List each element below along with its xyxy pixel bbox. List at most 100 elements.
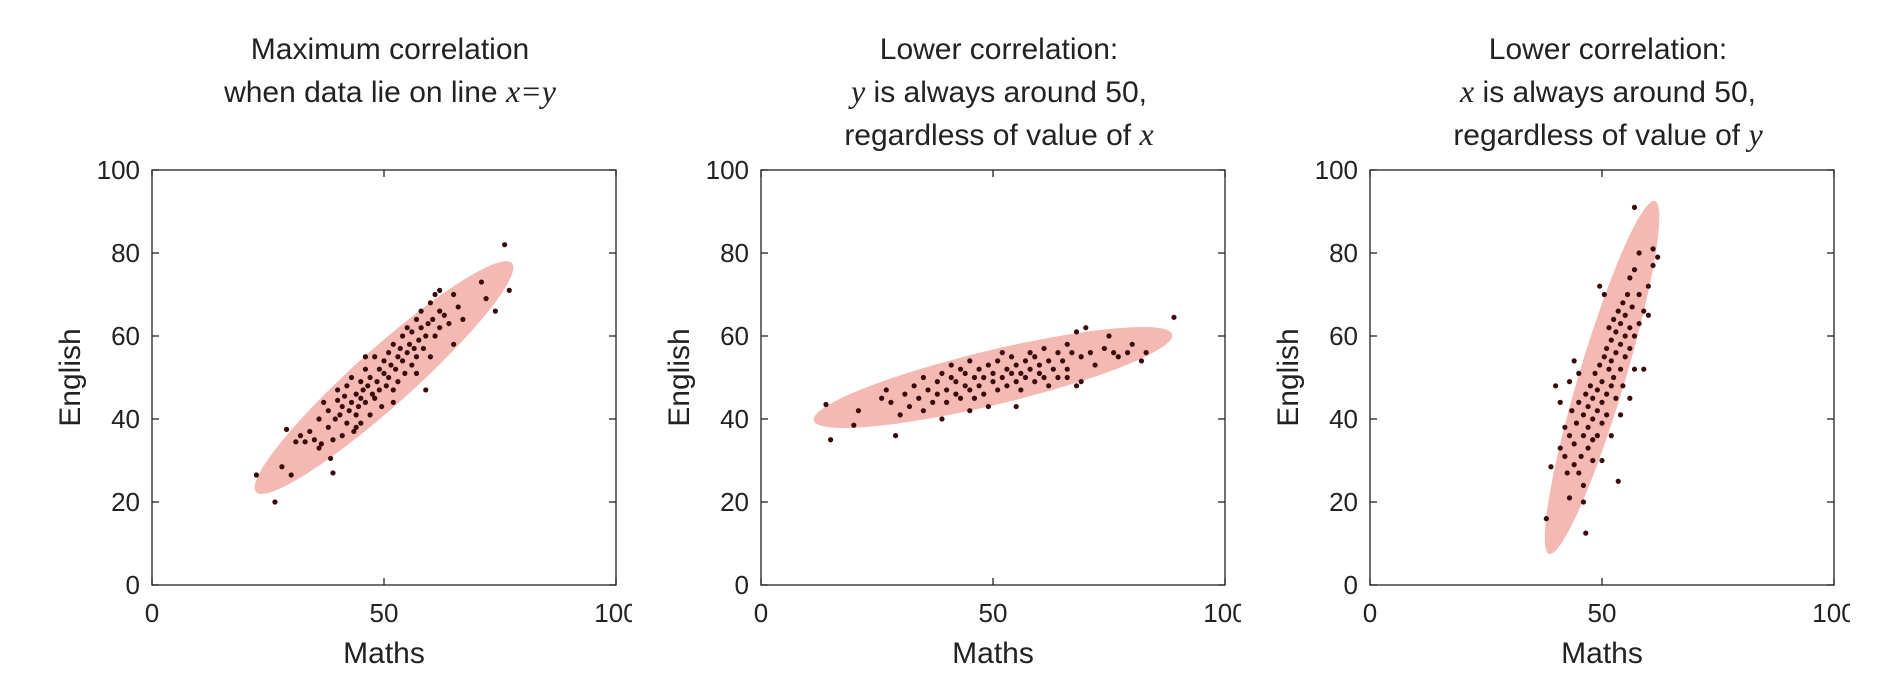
data-point xyxy=(376,366,382,372)
data-point xyxy=(1608,383,1614,389)
data-point xyxy=(1585,403,1591,410)
data-point xyxy=(976,383,982,389)
y-tick-label: 60 xyxy=(1329,321,1358,351)
data-point xyxy=(344,420,350,426)
data-point xyxy=(1064,341,1070,347)
data-point xyxy=(413,316,420,322)
data-point xyxy=(374,379,380,385)
data-point xyxy=(1129,341,1135,347)
data-point xyxy=(944,387,950,393)
data-point xyxy=(1585,445,1591,451)
data-point xyxy=(1597,283,1603,289)
title-math-symbol: y xyxy=(848,73,866,109)
data-point xyxy=(1580,412,1587,418)
chart-title-line: Lower correlation: xyxy=(880,33,1118,66)
chart-svg-2: Lower correlation: y is always around 50,… xyxy=(663,33,1241,670)
chart-title-line: when data lie on line x=y xyxy=(223,73,557,109)
chart-panel-1: Maximum correlation when data lie on line… xyxy=(0,0,632,698)
data-point xyxy=(939,370,945,376)
data-point xyxy=(1576,370,1582,376)
data-point xyxy=(981,374,987,381)
data-point xyxy=(1631,267,1638,273)
chart-svg-1: Maximum correlation when data lie on line… xyxy=(54,33,632,670)
x-axis-label: Maths xyxy=(952,637,1034,670)
data-point xyxy=(1622,333,1628,339)
data-point xyxy=(492,308,498,314)
data-point xyxy=(328,455,334,462)
data-point xyxy=(1631,333,1638,339)
data-point xyxy=(967,358,973,364)
chart-title-line: x is always around 50, xyxy=(1459,73,1756,109)
data-point xyxy=(358,420,364,426)
data-point xyxy=(1083,325,1089,331)
data-point xyxy=(1036,370,1042,376)
data-point xyxy=(1143,350,1149,356)
title-math-symbol: x xyxy=(1459,73,1474,109)
data-point xyxy=(883,387,889,393)
x-axis-label: Maths xyxy=(1561,637,1643,670)
data-point xyxy=(1622,312,1628,318)
data-point xyxy=(1566,379,1573,385)
title-math-symbol: y xyxy=(539,73,557,109)
data-point xyxy=(934,379,940,385)
data-point xyxy=(353,424,359,430)
data-point xyxy=(316,445,322,451)
data-point xyxy=(1543,516,1549,522)
data-point xyxy=(358,379,364,385)
data-point xyxy=(307,428,313,435)
data-point xyxy=(934,391,940,397)
data-point xyxy=(455,304,461,310)
data-point xyxy=(362,366,369,372)
data-point xyxy=(828,437,834,443)
data-point xyxy=(483,296,489,302)
data-point xyxy=(1629,304,1635,310)
data-point xyxy=(962,383,968,389)
y-tick-label: 80 xyxy=(720,238,749,268)
title-text: regardless of value of xyxy=(844,119,1139,152)
data-point xyxy=(990,379,996,385)
x-tick-label: 100 xyxy=(1812,598,1850,628)
data-point xyxy=(372,354,378,360)
data-point xyxy=(1562,424,1568,430)
data-point xyxy=(386,350,392,356)
data-point xyxy=(1576,470,1582,476)
data-point xyxy=(962,370,968,376)
data-point xyxy=(288,472,294,478)
data-point xyxy=(1604,391,1610,397)
data-point xyxy=(944,399,950,405)
data-point xyxy=(1592,370,1598,376)
data-point xyxy=(272,499,278,505)
data-point xyxy=(1585,424,1591,430)
data-point xyxy=(1055,374,1061,381)
data-point xyxy=(404,325,410,331)
data-point xyxy=(402,370,408,376)
data-point xyxy=(1641,366,1647,372)
data-point xyxy=(381,370,387,376)
data-point xyxy=(1078,379,1084,385)
data-point xyxy=(939,416,945,422)
x-tick-label: 50 xyxy=(1588,598,1617,628)
data-point xyxy=(1041,374,1047,381)
title-text: Lower correlation: xyxy=(1489,33,1727,66)
data-point xyxy=(1557,445,1563,451)
data-point xyxy=(353,412,359,418)
data-point xyxy=(397,345,403,352)
chart-panel-3: Lower correlation: x is always around 50,… xyxy=(1218,0,1850,698)
data-point xyxy=(362,399,369,405)
data-point xyxy=(1615,308,1621,314)
data-point xyxy=(413,354,420,360)
data-point xyxy=(297,433,304,439)
data-point xyxy=(1636,320,1642,327)
data-point xyxy=(920,408,926,414)
data-point xyxy=(1566,495,1573,501)
data-point xyxy=(418,325,424,331)
data-point xyxy=(1601,354,1607,360)
data-point xyxy=(425,320,431,327)
data-point xyxy=(1138,358,1145,364)
data-point xyxy=(388,362,394,368)
data-point xyxy=(1636,291,1642,298)
data-point xyxy=(1590,395,1596,401)
data-point xyxy=(1615,478,1621,484)
data-point xyxy=(888,399,894,405)
data-point xyxy=(379,403,385,410)
